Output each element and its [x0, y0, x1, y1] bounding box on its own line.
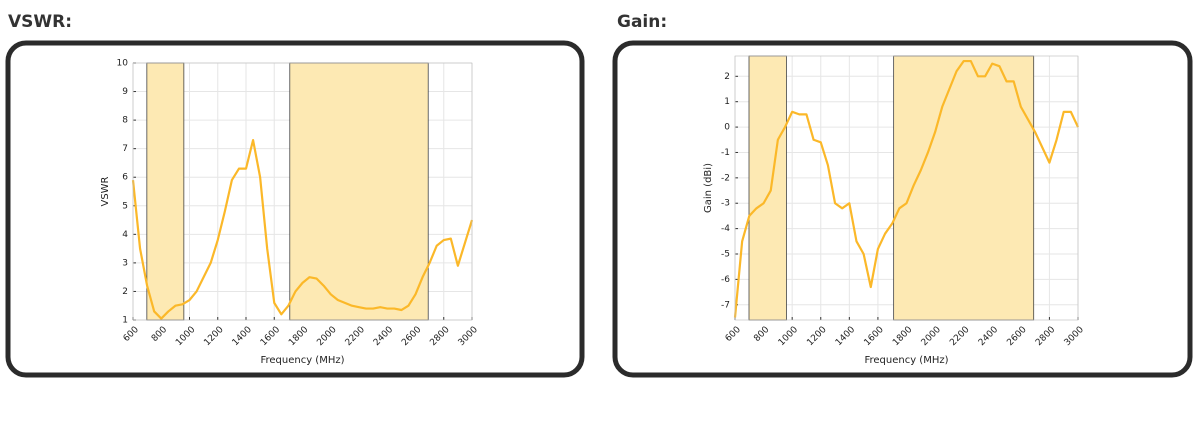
x-tick-label: 1600	[259, 325, 282, 348]
y-tick-label: -4	[721, 224, 730, 234]
y-tick-label: 1	[724, 97, 730, 107]
x-tick-label: 1800	[891, 325, 914, 348]
y-tick-label: 7	[122, 144, 128, 154]
series-line	[733, 59, 1079, 318]
panel-title: Gain:	[617, 12, 667, 32]
frequency-band	[289, 62, 429, 321]
y-tick-label: -6	[721, 275, 730, 285]
y-tick-label: -7	[721, 300, 730, 310]
x-tick-label: 2400	[372, 325, 395, 348]
x-tick-label: 2200	[344, 325, 367, 348]
y-tick-label: -3	[721, 199, 730, 209]
x-tick-label: 1000	[777, 325, 800, 348]
x-tick-label: 1200	[202, 325, 225, 348]
x-tick-label: 1200	[805, 325, 828, 348]
x-tick-label: 1400	[834, 325, 857, 348]
x-tick-label: 1400	[231, 325, 254, 348]
series-line	[131, 139, 474, 320]
x-axis-label: Frequency (MHz)	[864, 355, 948, 366]
x-tick-label: 600	[724, 325, 743, 344]
y-tick-label: 5	[122, 201, 128, 211]
x-tick-label: 1000	[174, 325, 197, 348]
x-axis-label: Frequency (MHz)	[260, 355, 344, 366]
y-tick-label: 2	[122, 287, 128, 297]
frequency-band	[893, 55, 1035, 321]
y-tick-label: 0	[724, 123, 730, 133]
x-tick-label: 800	[752, 325, 771, 344]
y-axis-label: VSWR	[100, 176, 111, 206]
y-tick-label: -2	[721, 173, 730, 183]
x-tick-label: 2400	[977, 325, 1000, 348]
x-tick-label: 2000	[315, 325, 338, 348]
x-tick-label: 2600	[1005, 325, 1028, 348]
axes-frame	[132, 62, 473, 321]
y-axis-label: Gain (dBi)	[703, 163, 714, 213]
x-tick-label: 2000	[920, 325, 943, 348]
y-tick-label: 9	[122, 87, 128, 97]
y-tick-label: 1	[122, 316, 128, 326]
axes-frame	[734, 55, 1079, 321]
frequency-band	[146, 62, 185, 321]
x-tick-label: 2600	[400, 325, 423, 348]
x-tick-label: 1600	[863, 325, 886, 348]
y-tick-label: -5	[721, 250, 730, 260]
panel-title: VSWR:	[8, 12, 72, 32]
y-tick-label: 3	[122, 258, 128, 268]
panel-frame	[5, 40, 585, 378]
panel-frame	[612, 40, 1193, 378]
x-tick-label: 2200	[948, 325, 971, 348]
y-tick-label: 2	[724, 72, 730, 82]
x-tick-label: 1800	[287, 325, 310, 348]
y-tick-label: 10	[117, 59, 129, 69]
x-tick-label: 2800	[428, 325, 451, 348]
frequency-band	[748, 55, 787, 321]
y-tick-label: 8	[122, 116, 128, 126]
y-tick-label: -1	[721, 148, 730, 158]
y-tick-label: 4	[122, 230, 128, 240]
y-tick-label: 6	[122, 173, 128, 183]
x-tick-label: 2800	[1034, 325, 1057, 348]
x-tick-label: 3000	[457, 325, 480, 348]
x-tick-label: 600	[122, 325, 141, 344]
x-tick-label: 3000	[1063, 325, 1086, 348]
x-tick-label: 800	[150, 325, 169, 344]
